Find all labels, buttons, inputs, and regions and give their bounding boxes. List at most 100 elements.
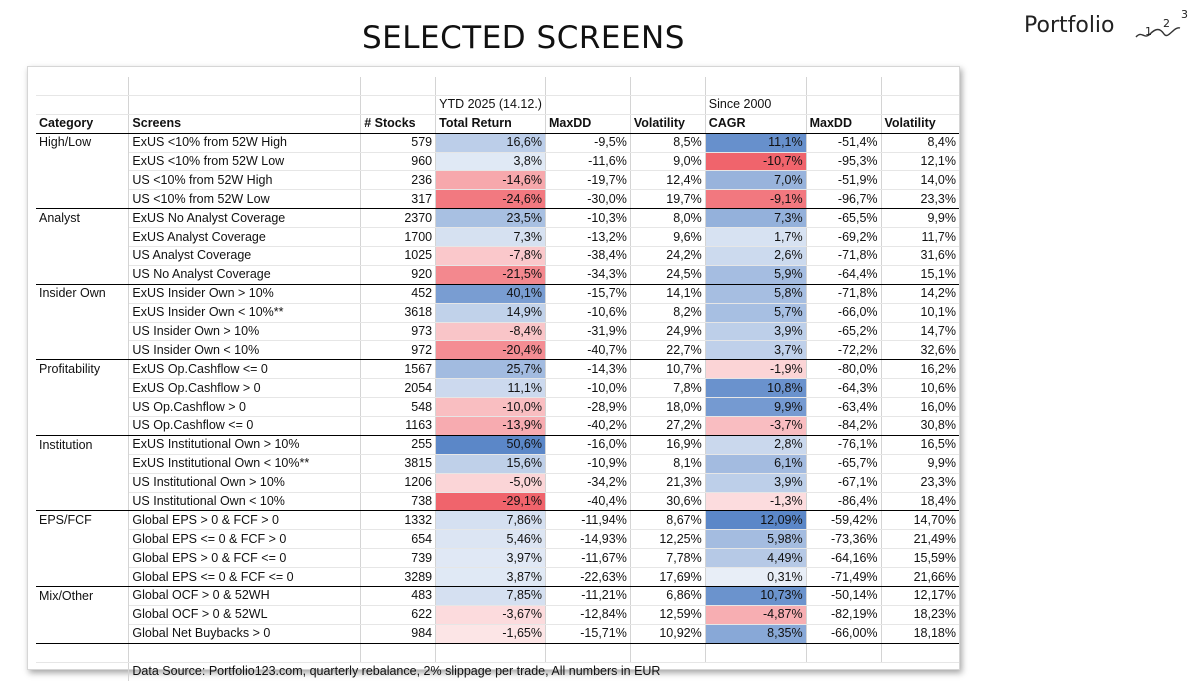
ytd-volatility-cell: 12,4% (630, 170, 706, 191)
table-row: Institution ExUS Institutional Own > 10% 2… (36, 435, 959, 455)
since-maxdd-cell: -71,49% (806, 567, 882, 588)
screen-name-cell: US Insider Own < 10% (128, 340, 362, 361)
table-row: US Institutional Own < 10% 738 -29,1% -40,4… (36, 492, 959, 512)
total-return-cell: 7,85% (435, 586, 546, 606)
table-row: ExUS <10% from 52W Low 960 3,8% -11,6% 9,0% -… (36, 152, 959, 172)
cagr-cell: 11,1% (705, 133, 807, 153)
stocks-cell: 1025 (360, 246, 437, 266)
total-return-cell: -21,5% (435, 265, 546, 285)
ytd-maxdd-cell: -40,7% (545, 340, 631, 361)
stocks-cell: 1163 (360, 416, 437, 436)
total-return-cell: 3,97% (435, 548, 546, 569)
empty-cell (36, 643, 130, 663)
cagr-cell: 0,31% (705, 567, 807, 588)
empty-cell (545, 643, 631, 663)
total-return-cell: 25,7% (435, 359, 546, 380)
stocks-cell: 739 (360, 548, 437, 569)
table-row: ExUS Op.Cashflow > 0 2054 11,1% -10,0% 7,8% 1… (36, 378, 959, 399)
cagr-cell: -9,1% (705, 189, 807, 210)
ytd-volatility-cell: 8,2% (630, 303, 706, 323)
stocks-cell: 1206 (360, 473, 437, 493)
category-cell-empty (36, 246, 130, 266)
cagr-cell: 10,73% (705, 586, 807, 606)
logo-squiggle-icon (1135, 27, 1181, 38)
ytd-volatility-cell: 6,86% (630, 586, 706, 606)
category-cell-empty (36, 473, 130, 493)
category-cell-empty (36, 189, 130, 210)
since-maxdd-cell: -96,7% (806, 189, 882, 210)
ytd-volatility-cell: 9,0% (630, 152, 706, 172)
group-label-since-2000: Since 2000 (705, 95, 807, 115)
cagr-cell: 2,6% (705, 246, 807, 266)
stocks-cell: 3618 (360, 303, 437, 323)
ytd-maxdd-cell: -14,3% (545, 359, 631, 380)
ytd-volatility-cell: 30,6% (630, 492, 706, 512)
empty-cell (881, 77, 959, 96)
table-row: Global EPS > 0 & FCF <= 0 739 3,97% -11,67%… (36, 548, 959, 569)
since-volatility-cell: 18,4% (881, 492, 959, 512)
table-row: US <10% from 52W Low 317 -24,6% -30,0% 19,7%… (36, 189, 959, 210)
ytd-maxdd-cell: -40,4% (545, 492, 631, 512)
category-cell: Insider Own (36, 284, 130, 304)
ytd-volatility-cell: 18,0% (630, 397, 706, 418)
total-return-cell: -1,65% (435, 624, 546, 644)
total-return-cell: -14,6% (435, 170, 546, 191)
stocks-cell: 1332 (360, 510, 437, 531)
ytd-volatility-cell: 9,6% (630, 227, 706, 248)
screen-name-cell: ExUS Insider Own > 10% (128, 284, 362, 304)
ytd-volatility-cell: 8,67% (630, 510, 706, 531)
ytd-volatility-cell: 12,59% (630, 605, 706, 625)
stocks-cell: 738 (360, 492, 437, 512)
ytd-volatility-cell: 7,8% (630, 378, 706, 399)
empty-cell (360, 643, 437, 663)
since-volatility-cell: 14,0% (881, 170, 959, 191)
ytd-volatility-cell: 7,78% (630, 548, 706, 569)
cagr-cell: 7,3% (705, 208, 807, 229)
table-row: High/Low ExUS <10% from 52W High 579 16,6% -… (36, 133, 959, 153)
cagr-cell: 10,8% (705, 378, 807, 399)
since-maxdd-cell: -63,4% (806, 397, 882, 418)
total-return-cell: -3,67% (435, 605, 546, 625)
since-volatility-cell: 16,5% (881, 435, 959, 455)
stocks-cell: 2054 (360, 378, 437, 399)
screen-name-cell: ExUS Op.Cashflow <= 0 (128, 359, 362, 380)
category-cell: High/Low (36, 133, 130, 153)
stocks-cell: 255 (360, 435, 437, 455)
cagr-cell: 6,1% (705, 454, 807, 474)
category-cell-empty (36, 397, 130, 417)
total-return-cell: 40,1% (435, 284, 546, 304)
cagr-cell: 5,8% (705, 284, 807, 304)
since-volatility-cell: 12,17% (881, 586, 959, 606)
since-volatility-cell: 9,9% (881, 454, 959, 474)
total-return-cell: 5,46% (435, 529, 546, 550)
table-row: EPS/FCF Global EPS > 0 & FCF > 0 1332 7,86%… (36, 510, 959, 531)
cagr-cell: -1,9% (705, 359, 807, 380)
empty-cell (36, 77, 130, 96)
screen-name-cell: Global EPS > 0 & FCF <= 0 (128, 548, 362, 569)
empty-cell (128, 77, 362, 96)
since-volatility-cell: 14,70% (881, 510, 959, 531)
total-return-cell: -29,1% (435, 492, 546, 512)
total-return-cell: 16,6% (435, 133, 546, 153)
category-cell-empty (36, 624, 130, 644)
cagr-cell: 3,7% (705, 340, 807, 361)
screen-name-cell: US Analyst Coverage (128, 246, 362, 266)
column-header: Category (36, 114, 130, 134)
category-cell: Mix/Other (36, 586, 130, 606)
table-row: US Analyst Coverage 1025 -7,8% -38,4% 24,2% 2… (36, 246, 959, 266)
since-volatility-cell: 14,2% (881, 284, 959, 304)
stocks-cell: 622 (360, 605, 437, 625)
stocks-cell: 960 (360, 152, 437, 172)
since-volatility-cell: 11,7% (881, 227, 959, 248)
empty-cell (705, 643, 807, 663)
spreadsheet-frame: YTD 2025 (14.12.) Since 2000 Category Scree… (27, 66, 960, 681)
screens-table: YTD 2025 (14.12.) Since 2000 Category Scree… (36, 77, 959, 681)
source-note: Data Source: Portfolio123.com, quarterly… (132, 664, 661, 679)
total-return-cell: 50,6% (435, 435, 546, 455)
category-cell-empty (36, 322, 130, 341)
total-return-cell: -5,0% (435, 473, 546, 493)
ytd-maxdd-cell: -15,71% (545, 624, 631, 644)
since-maxdd-cell: -76,1% (806, 435, 882, 455)
category-cell-empty (36, 548, 130, 568)
total-return-cell: 3,8% (435, 152, 546, 172)
